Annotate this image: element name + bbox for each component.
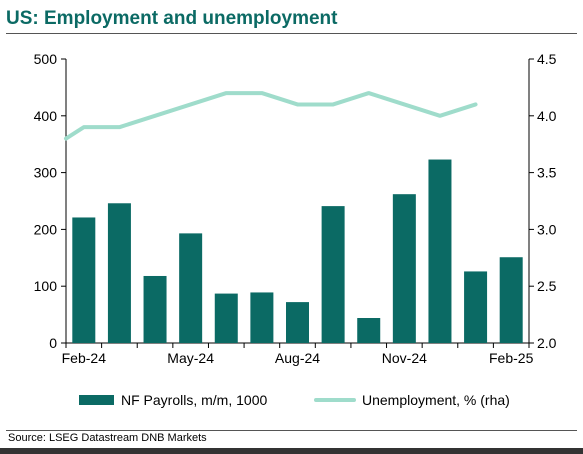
right-tick-label: 3.5 (537, 165, 557, 181)
line-group (64, 91, 478, 141)
right-tick-label: 4.0 (537, 108, 557, 124)
source-divider (6, 430, 577, 431)
bar-Sep-24 (321, 206, 345, 343)
left-tick-label: 0 (49, 335, 57, 351)
x-tick-label: May-24 (167, 350, 214, 366)
chart-title: US: Employment and unemployment (6, 8, 338, 29)
left-tick-label: 300 (34, 165, 58, 181)
source-note: Source: LSEG Datastream DNB Markets (8, 432, 207, 444)
right-tick-label: 4.5 (537, 51, 557, 67)
right-tick-label: 3.0 (537, 221, 557, 237)
x-tick-label: Nov-24 (382, 350, 427, 366)
left-tick-label: 500 (34, 51, 58, 67)
bar-Oct-24 (357, 318, 381, 343)
bar-Dec-24 (428, 159, 452, 343)
bar-Apr-24 (143, 275, 167, 343)
bar-Feb-25 (499, 257, 523, 343)
plot-frame (65, 59, 530, 344)
right-tick-label: 2.0 (537, 335, 557, 351)
left-axis: 0 100 200 300 400 500 (34, 51, 66, 351)
bottom-band (0, 448, 583, 454)
left-tick-label: 200 (34, 221, 58, 237)
x-tick-label: Feb-25 (489, 350, 534, 366)
bar-Jan-25 (464, 271, 488, 343)
unemployment-line (64, 91, 478, 141)
bar-Feb-24 (72, 217, 96, 343)
legend-label-payrolls: NF Payrolls, m/m, 1000 (121, 392, 267, 408)
chart: 0 100 200 300 400 500 2.0 2.5 3.0 3.5 4.0 4.5 Feb-… (34, 51, 557, 408)
right-tick-label: 2.5 (537, 278, 557, 294)
bar-Aug-24 (286, 302, 309, 343)
bar-Jun-24 (214, 293, 238, 343)
right-axis: 2.0 2.5 3.0 3.5 4.0 4.5 (529, 51, 557, 351)
x-tick-label: Feb-24 (62, 350, 107, 366)
bar-Nov-24 (392, 194, 416, 343)
left-tick-label: 100 (34, 278, 58, 294)
legend: NF Payrolls, m/m, 1000 Unemployment, % (r… (79, 392, 510, 408)
left-tick-label: 400 (34, 108, 58, 124)
bars-group (72, 159, 523, 343)
bar-Mar-24 (107, 203, 131, 343)
title-divider (6, 33, 577, 34)
legend-swatch-payrolls (79, 395, 114, 405)
x-axis: Feb-24 May-24 Aug-24 Nov-24 Feb-25 (62, 343, 534, 366)
x-tick-label: Aug-24 (275, 350, 320, 366)
bar-May-24 (179, 233, 203, 343)
bar-Jul-24 (250, 292, 274, 343)
legend-label-unemployment: Unemployment, % (rha) (362, 392, 510, 408)
